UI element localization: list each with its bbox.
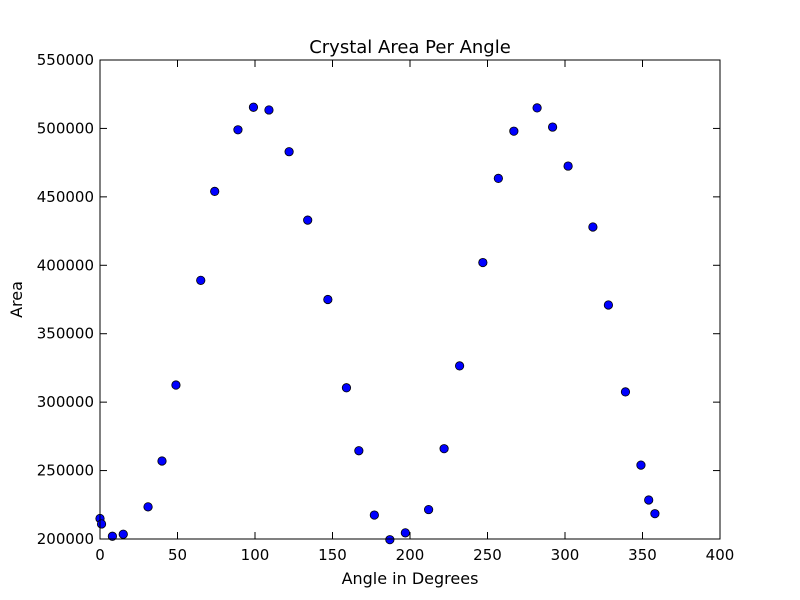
data-point (96, 519, 107, 529)
points-layer (95, 102, 660, 545)
data-point (532, 103, 542, 113)
x-tick-label: 100 (241, 546, 270, 564)
data-point (650, 509, 660, 519)
data-point (118, 529, 128, 539)
data-point (478, 257, 488, 268)
data-point (248, 102, 259, 112)
x-tick-label: 150 (318, 546, 347, 564)
data-point (493, 173, 503, 183)
data-point (423, 504, 434, 515)
data-point (341, 383, 352, 393)
x-tick-label: 0 (95, 546, 105, 564)
x-tick-label: 200 (396, 546, 425, 564)
y-tick-label: 250000 (37, 462, 94, 480)
data-point (400, 528, 410, 538)
y-tick-label: 350000 (37, 325, 94, 343)
data-point (196, 275, 206, 285)
data-point (323, 294, 333, 305)
data-point (354, 446, 364, 456)
y-tick-label: 200000 (37, 530, 94, 548)
x-tick-label: 300 (551, 546, 580, 564)
data-point (284, 147, 294, 157)
data-point (369, 510, 379, 520)
x-tick-label: 400 (706, 546, 735, 564)
y-tick-label: 450000 (37, 188, 94, 206)
data-point (171, 380, 181, 390)
data-point (210, 186, 220, 196)
x-axis-label: Angle in Degrees (342, 569, 479, 588)
data-point (563, 161, 573, 171)
x-tick-label: 250 (473, 546, 502, 564)
data-point (603, 300, 614, 310)
y-axis-label: Area (7, 281, 26, 318)
data-point (233, 125, 243, 135)
data-point (454, 361, 465, 371)
y-tick-label: 400000 (37, 256, 94, 274)
data-point (303, 215, 313, 225)
data-point (644, 495, 654, 505)
y-tick-label: 500000 (37, 119, 94, 137)
x-axis: 0 50 100 150 200 250 300 350 400 (95, 60, 734, 564)
chart-title: Crystal Area Per Angle (309, 37, 511, 58)
data-point (143, 502, 153, 512)
x-tick-label: 350 (628, 546, 657, 564)
y-tick-label: 550000 (37, 51, 94, 69)
data-point (636, 460, 646, 470)
data-point (439, 444, 449, 454)
data-point (547, 122, 558, 132)
data-point (588, 222, 598, 232)
y-tick-label: 300000 (37, 393, 94, 411)
data-point (157, 456, 167, 466)
data-point (107, 531, 118, 541)
data-point (620, 387, 631, 397)
x-tick-label: 50 (168, 546, 187, 564)
data-point (385, 535, 395, 545)
data-point (264, 105, 274, 115)
y-axis: 200000 250000 300000 350000 400000 450000 5000… (37, 51, 720, 548)
data-point (509, 126, 519, 136)
